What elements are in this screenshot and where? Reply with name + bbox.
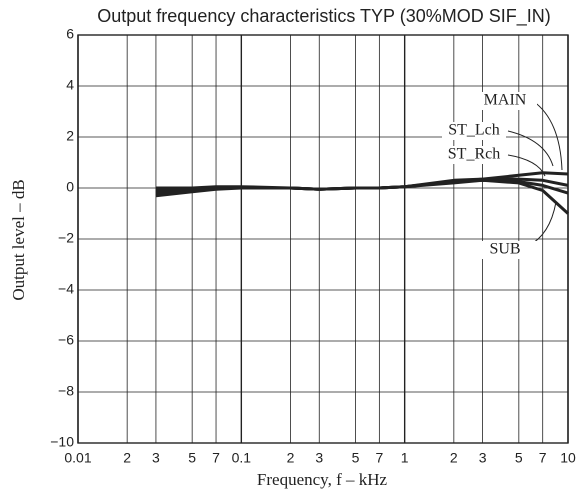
annotation: MAIN — [484, 92, 527, 109]
y-tick-label: 0 — [66, 179, 74, 195]
y-tick-label: −6 — [58, 332, 74, 348]
x-tick-label: 5 — [515, 450, 523, 466]
x-tick-label: 2 — [450, 450, 458, 466]
x-tick-label: 5 — [188, 450, 196, 466]
x-tick-label: 0.01 — [64, 450, 91, 466]
data-line — [155, 178, 570, 215]
y-tick-label: −2 — [58, 230, 74, 246]
y-tick-label: −10 — [50, 434, 74, 450]
y-tick-label: −4 — [58, 281, 74, 297]
leader-line — [532, 100, 563, 171]
y-tick-label: −8 — [58, 383, 74, 399]
x-tick-label: 7 — [212, 450, 220, 466]
x-axis-label: Frequency, f – kHz — [257, 470, 388, 489]
annotation: SUB — [489, 241, 520, 258]
x-tick-label: 1 — [401, 450, 409, 466]
x-tick-label: 2 — [287, 450, 295, 466]
x-tick-label: 3 — [479, 450, 487, 466]
annotation: ST_Lch — [448, 122, 500, 139]
y-tick-label: 2 — [66, 128, 74, 144]
annotation: ST_Rch — [448, 146, 500, 163]
leader-line — [507, 130, 554, 167]
x-tick-label: 3 — [315, 450, 323, 466]
x-tick-label: 0.1 — [232, 450, 252, 466]
y-tick-label: 6 — [66, 26, 74, 42]
x-tick-label: 10 — [560, 450, 576, 466]
x-tick-label: 5 — [352, 450, 360, 466]
chart-title: Output frequency characteristics TYP (30… — [97, 6, 551, 27]
x-tick-label: 7 — [539, 450, 547, 466]
x-tick-label: 2 — [123, 450, 131, 466]
x-tick-label: 3 — [152, 450, 160, 466]
x-tick-label: 7 — [375, 450, 383, 466]
label-bg — [442, 146, 506, 164]
label-bg — [442, 122, 506, 140]
label-bg — [473, 92, 537, 110]
leader-line — [507, 154, 546, 177]
y-axis-label: Output level – dB — [9, 179, 28, 300]
y-tick-label: 4 — [66, 77, 74, 93]
label-bg — [473, 241, 537, 259]
plot-frame — [77, 34, 569, 444]
